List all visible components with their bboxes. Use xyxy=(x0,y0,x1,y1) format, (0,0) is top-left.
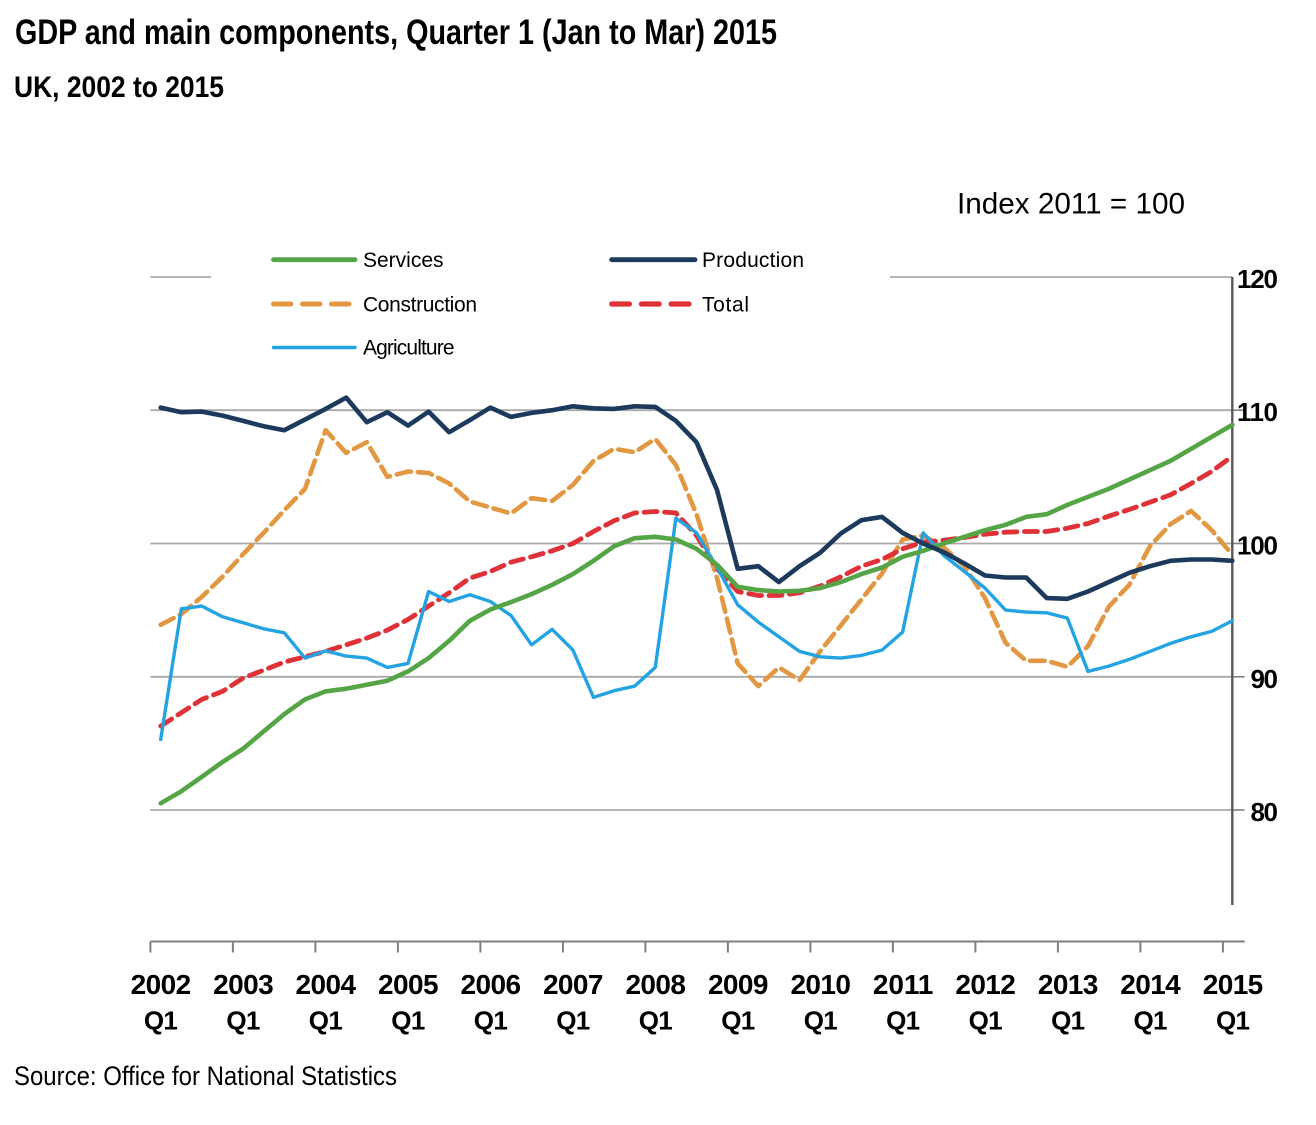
svg-text:Services: Services xyxy=(363,249,444,272)
svg-text:2012: 2012 xyxy=(955,969,1016,1000)
svg-text:Index 2011 = 100: Index 2011 = 100 xyxy=(957,188,1185,221)
svg-text:Q1: Q1 xyxy=(969,1006,1003,1036)
svg-text:Production: Production xyxy=(702,249,804,272)
svg-text:2010: 2010 xyxy=(790,969,851,1000)
svg-text:2004: 2004 xyxy=(296,969,357,1000)
svg-text:2014: 2014 xyxy=(1120,969,1181,1000)
svg-text:GDP and main components, Quart: GDP and main components, Quarter 1 (Jan … xyxy=(15,13,777,52)
svg-text:2009: 2009 xyxy=(708,969,769,1000)
svg-text:Total: Total xyxy=(702,293,749,316)
svg-text:Q1: Q1 xyxy=(309,1006,343,1036)
svg-text:Q1: Q1 xyxy=(886,1006,920,1036)
svg-text:Q1: Q1 xyxy=(474,1006,508,1036)
svg-text:2011: 2011 xyxy=(873,969,934,1000)
svg-text:UK, 2002 to 2015: UK, 2002 to 2015 xyxy=(14,71,224,104)
svg-text:Construction: Construction xyxy=(363,293,477,316)
svg-text:2005: 2005 xyxy=(378,969,439,1000)
svg-text:2015: 2015 xyxy=(1203,969,1264,1000)
svg-text:2006: 2006 xyxy=(461,969,522,1000)
svg-text:Q1: Q1 xyxy=(1134,1006,1168,1036)
svg-text:2007: 2007 xyxy=(543,969,604,1000)
svg-text:2013: 2013 xyxy=(1038,969,1099,1000)
svg-text:Q1: Q1 xyxy=(721,1006,755,1036)
svg-text:80: 80 xyxy=(1251,797,1279,827)
svg-text:2002: 2002 xyxy=(131,969,192,1000)
svg-text:Q1: Q1 xyxy=(391,1006,425,1036)
svg-text:Q1: Q1 xyxy=(556,1006,590,1036)
svg-text:Q1: Q1 xyxy=(1051,1006,1085,1036)
svg-text:110: 110 xyxy=(1237,397,1278,427)
svg-text:Q1: Q1 xyxy=(226,1006,260,1036)
svg-text:100: 100 xyxy=(1237,531,1278,561)
svg-text:Q1: Q1 xyxy=(1216,1006,1250,1036)
svg-text:Q1: Q1 xyxy=(144,1006,178,1036)
svg-text:120: 120 xyxy=(1237,264,1278,294)
svg-text:2008: 2008 xyxy=(625,969,686,1000)
svg-text:Q1: Q1 xyxy=(804,1006,838,1036)
svg-text:Agriculture: Agriculture xyxy=(363,337,455,360)
svg-text:2003: 2003 xyxy=(213,969,274,1000)
svg-text:Q1: Q1 xyxy=(639,1006,673,1036)
svg-text:90: 90 xyxy=(1251,664,1279,694)
svg-text:Source: Office for National St: Source: Office for National Statistics xyxy=(14,1061,397,1091)
